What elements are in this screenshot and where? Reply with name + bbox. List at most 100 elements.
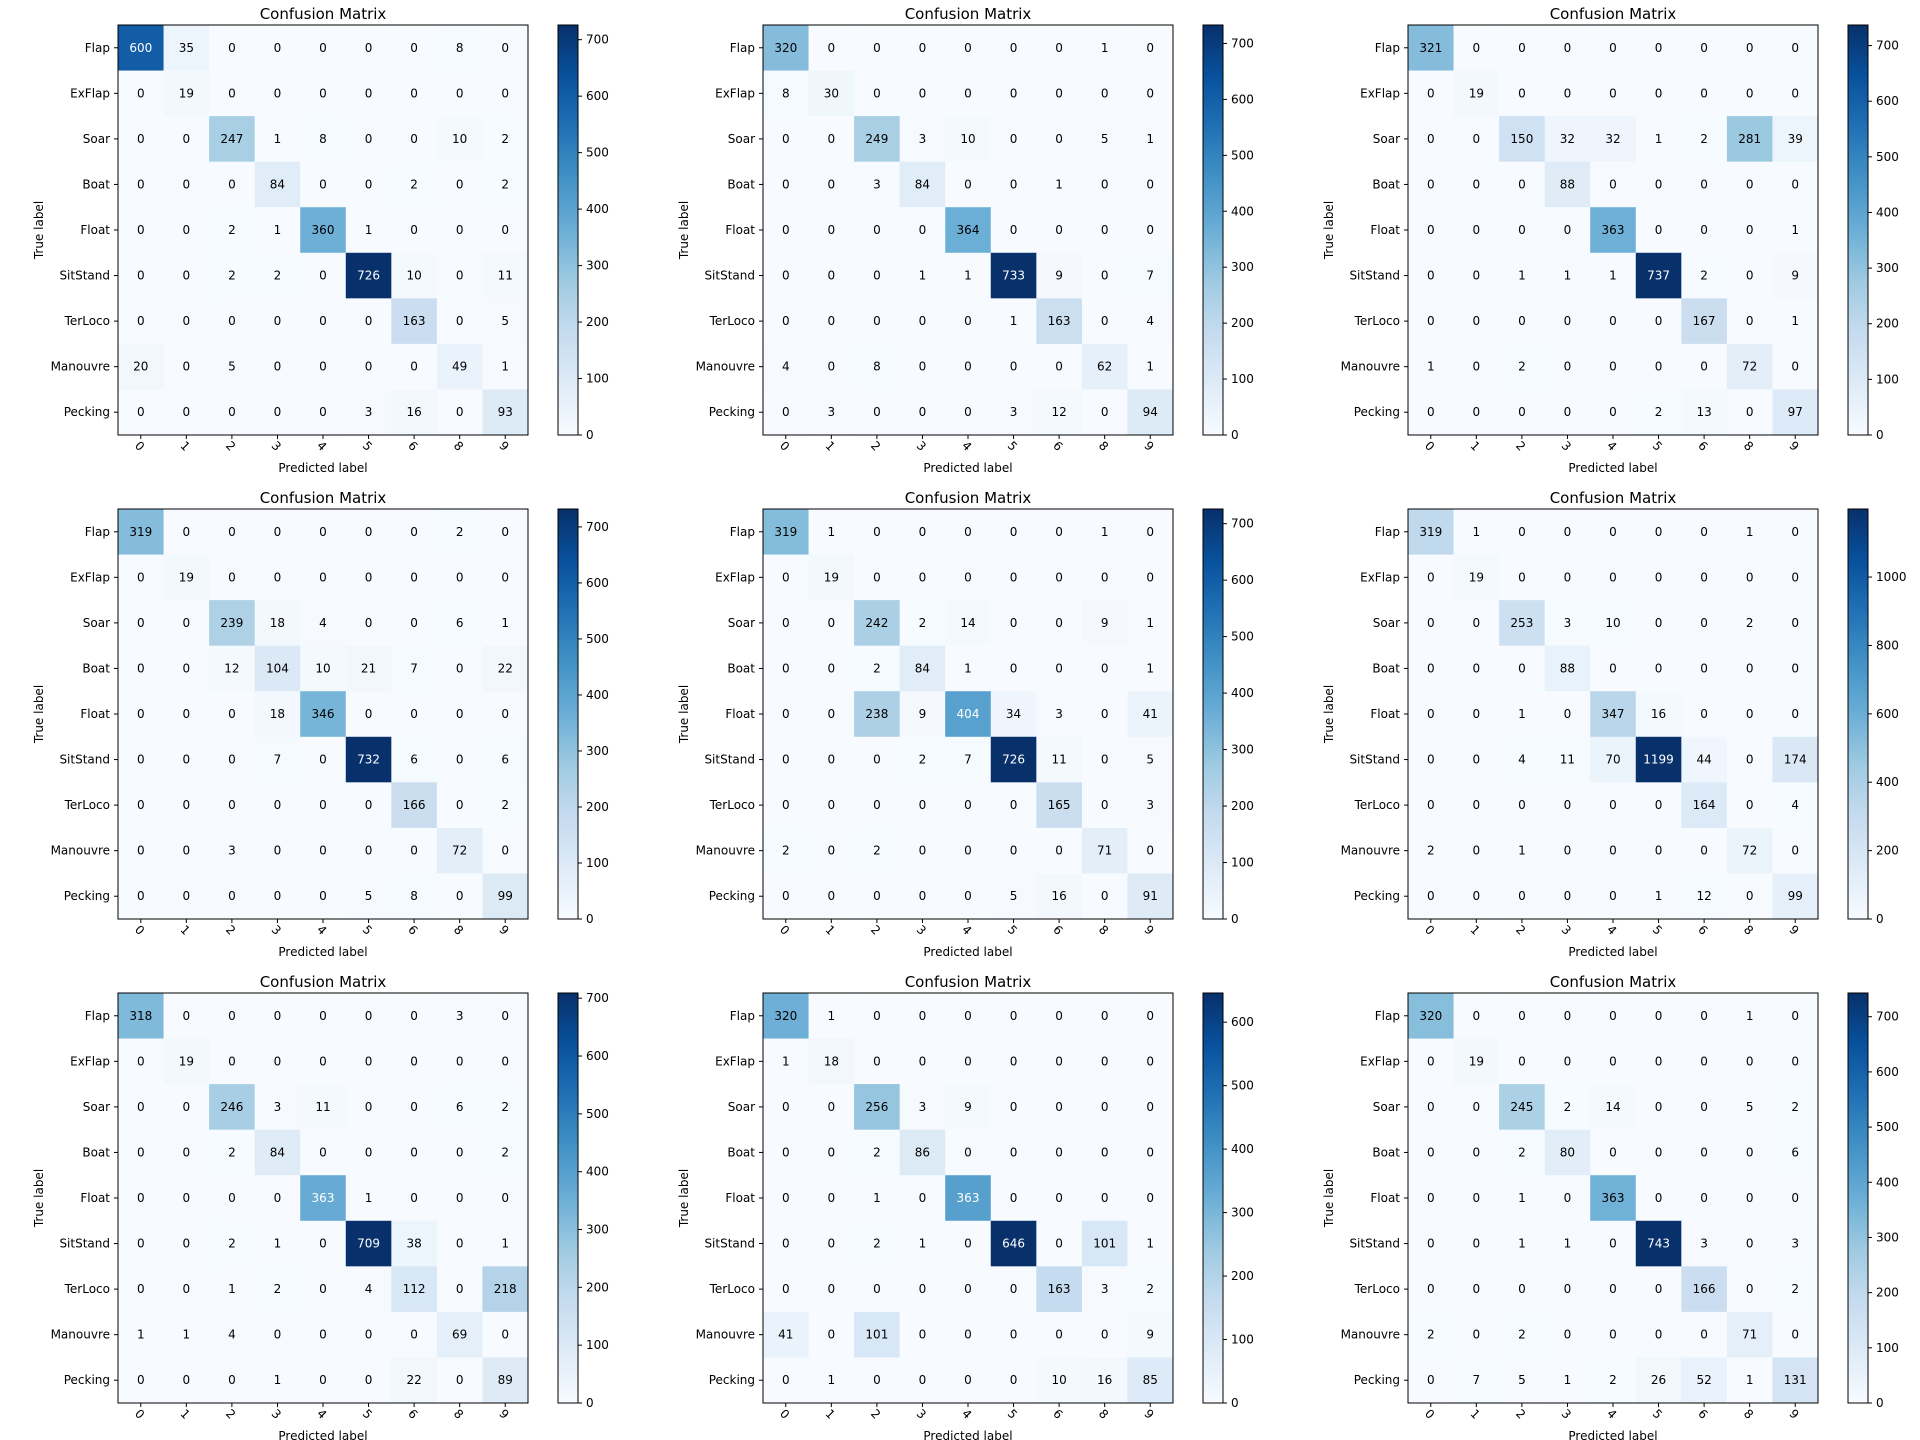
cell-value-label: 319 bbox=[774, 525, 797, 539]
matrix-cell bbox=[1772, 298, 1819, 345]
cell-value-label: 0 bbox=[183, 314, 191, 328]
cell-value-label: 0 bbox=[183, 661, 191, 675]
cell-value-label: 0 bbox=[319, 86, 327, 100]
cell-value-label: 0 bbox=[501, 86, 509, 100]
matrix-cell bbox=[1036, 1266, 1083, 1313]
cell-value-label: 0 bbox=[228, 177, 236, 191]
y-tick-label: Float bbox=[1370, 223, 1400, 237]
cell-value-label: 5 bbox=[501, 314, 509, 328]
cell-value-label: 0 bbox=[1655, 570, 1663, 584]
cell-value-label: 0 bbox=[1700, 86, 1708, 100]
cell-value-label: 2 bbox=[782, 844, 790, 858]
matrix-cell bbox=[763, 645, 810, 692]
cell-value-label: 0 bbox=[365, 86, 373, 100]
matrix-cell bbox=[345, 1266, 392, 1313]
matrix-cell bbox=[300, 1038, 347, 1085]
cell-value-label: 0 bbox=[919, 86, 927, 100]
cell-value-label: 0 bbox=[828, 844, 836, 858]
cell-value-label: 85 bbox=[1143, 1373, 1158, 1387]
cell-value-label: 0 bbox=[456, 889, 464, 903]
cell-value-label: 363 bbox=[1602, 223, 1625, 237]
colorbar-tick-label: 200 bbox=[1876, 844, 1899, 858]
matrix-cell bbox=[1726, 509, 1773, 556]
matrix-cell bbox=[1544, 1084, 1591, 1131]
matrix-cell bbox=[1726, 343, 1773, 390]
cell-value-label: 0 bbox=[964, 570, 972, 584]
cell-value-label: 0 bbox=[183, 798, 191, 812]
matrix-cell bbox=[1590, 1266, 1637, 1313]
matrix-cell bbox=[482, 993, 529, 1040]
cell-value-label: 0 bbox=[782, 314, 790, 328]
matrix-cell bbox=[1453, 1220, 1500, 1267]
cell-value-label: 0 bbox=[964, 86, 972, 100]
cell-value-label: 0 bbox=[1473, 889, 1481, 903]
cell-value-label: 0 bbox=[456, 570, 464, 584]
cell-value-label: 0 bbox=[782, 405, 790, 419]
matrix-cell bbox=[436, 509, 483, 556]
cell-value-label: 0 bbox=[964, 798, 972, 812]
cell-value-label: 319 bbox=[1419, 525, 1442, 539]
cell-value-label: 1 bbox=[501, 360, 509, 374]
matrix-cell bbox=[1590, 389, 1637, 436]
matrix-cell bbox=[163, 389, 210, 436]
matrix-cell bbox=[990, 645, 1037, 692]
matrix-cell bbox=[1635, 1357, 1682, 1404]
cell-value-label: 0 bbox=[274, 360, 282, 374]
matrix-cell bbox=[1681, 509, 1728, 556]
cell-value-label: 0 bbox=[1101, 1054, 1109, 1068]
matrix-cell bbox=[163, 691, 210, 738]
matrix-cell bbox=[1772, 873, 1819, 920]
cell-value-label: 0 bbox=[873, 314, 881, 328]
matrix-cell bbox=[254, 343, 301, 390]
cell-value-label: 41 bbox=[778, 1328, 793, 1342]
cell-value-label: 0 bbox=[319, 1054, 327, 1068]
cell-value-label: 0 bbox=[228, 798, 236, 812]
colorbar-tick-label: 600 bbox=[1231, 573, 1254, 587]
matrix-cell bbox=[436, 691, 483, 738]
y-tick-label: Flap bbox=[85, 525, 110, 539]
cell-value-label: 22 bbox=[498, 661, 513, 675]
cell-value-label: 0 bbox=[1518, 223, 1526, 237]
cell-value-label: 2 bbox=[228, 269, 236, 283]
cell-value-label: 0 bbox=[137, 177, 145, 191]
cell-value-label: 0 bbox=[1609, 570, 1617, 584]
matrix-cell bbox=[345, 1175, 392, 1222]
cell-value-label: 0 bbox=[319, 1145, 327, 1159]
cell-value-label: 2 bbox=[1700, 269, 1708, 283]
cell-value-label: 0 bbox=[1473, 798, 1481, 812]
matrix-cell bbox=[945, 343, 992, 390]
cell-value-label: 256 bbox=[865, 1100, 888, 1114]
matrix-cell bbox=[899, 70, 946, 117]
matrix-cell bbox=[1590, 873, 1637, 920]
cell-value-label: 0 bbox=[964, 1237, 972, 1251]
cell-value-label: 726 bbox=[1002, 753, 1025, 767]
y-tick-label: Pecking bbox=[709, 1373, 755, 1387]
matrix-cell bbox=[436, 1129, 483, 1176]
y-tick-label: Manouvre bbox=[696, 1328, 755, 1342]
cell-value-label: 0 bbox=[501, 41, 509, 55]
matrix-cell bbox=[945, 1220, 992, 1267]
matrix-cell bbox=[163, 252, 210, 299]
matrix-cell bbox=[945, 1175, 992, 1222]
matrix-cell bbox=[1408, 509, 1455, 556]
cell-value-label: 0 bbox=[1473, 360, 1481, 374]
x-tick-label: 4 bbox=[1604, 1407, 1619, 1422]
matrix-cell bbox=[1127, 782, 1174, 829]
matrix-cell bbox=[1127, 736, 1174, 783]
x-tick-label: 5 bbox=[360, 923, 375, 938]
cell-value-label: 3 bbox=[228, 844, 236, 858]
matrix-cell bbox=[1681, 207, 1728, 254]
matrix-cell bbox=[345, 252, 392, 299]
cell-value-label: 0 bbox=[1427, 405, 1435, 419]
x-axis-label: Predicted label bbox=[923, 461, 1012, 475]
cell-value-label: 0 bbox=[137, 132, 145, 146]
matrix-cell bbox=[854, 1266, 901, 1313]
cell-value-label: 0 bbox=[782, 1100, 790, 1114]
cell-value-label: 0 bbox=[365, 132, 373, 146]
cell-value-label: 0 bbox=[1791, 1009, 1799, 1023]
cell-value-label: 0 bbox=[1055, 360, 1063, 374]
y-tick-label: Boat bbox=[82, 1145, 110, 1159]
cell-value-label: 93 bbox=[498, 405, 513, 419]
cell-value-label: 0 bbox=[782, 753, 790, 767]
